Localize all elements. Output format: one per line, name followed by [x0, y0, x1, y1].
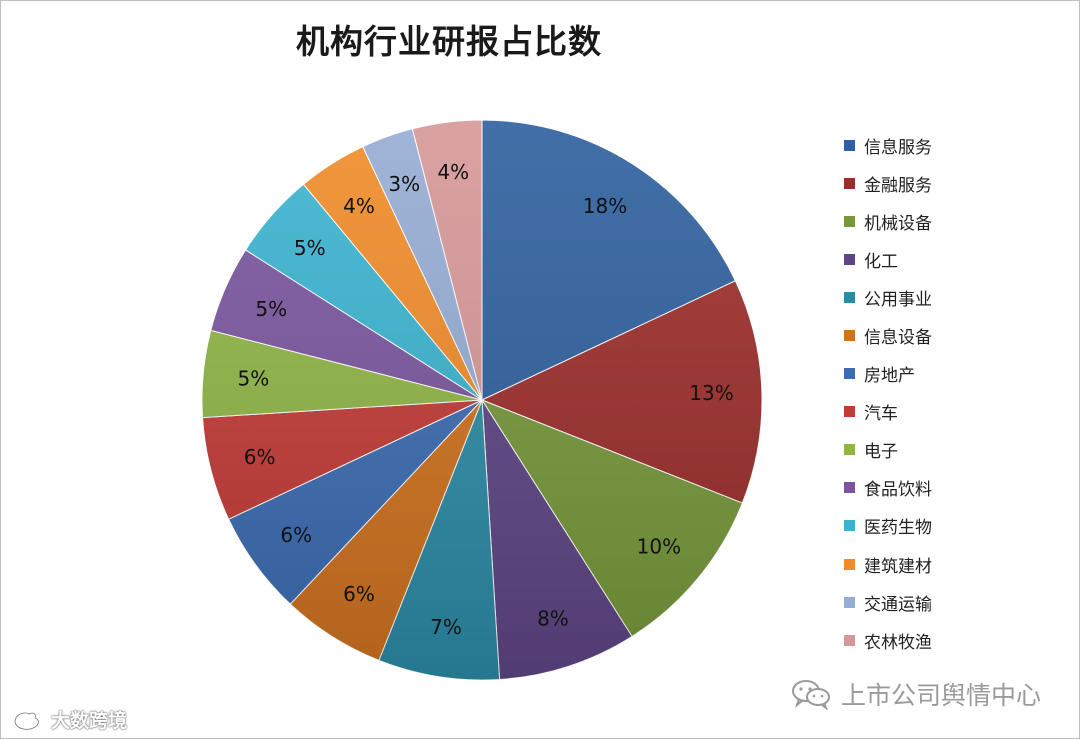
legend-swatch	[844, 520, 855, 532]
legend-label: 信息服务	[864, 137, 932, 158]
legend-label: 化工	[864, 251, 898, 272]
legend-swatch	[844, 139, 855, 151]
watermark-wechat: 上市公司舆情中心	[791, 676, 1041, 712]
chart-title: 机构行业研报占比数	[296, 22, 602, 61]
legend-swatch	[844, 368, 855, 380]
legend-label: 信息设备	[864, 328, 932, 349]
legend-item-13: 交通运输	[844, 583, 932, 621]
legend-item-7: 房地产	[844, 355, 932, 393]
legend-item-10: 食品饮料	[844, 469, 932, 507]
legend-swatch	[844, 596, 855, 608]
slice-label-8: 6%	[244, 445, 276, 469]
legend-item-3: 机械设备	[844, 202, 932, 240]
legend-label: 农林牧渔	[864, 632, 932, 653]
legend-swatch	[844, 330, 855, 342]
legend-swatch	[844, 291, 855, 303]
legend-item-12: 建筑建材	[844, 545, 932, 583]
watermark-weibo: 大数跨境	[11, 706, 127, 733]
legend-swatch	[844, 482, 855, 494]
slice-label-13: 3%	[388, 172, 420, 196]
legend-swatch	[844, 253, 855, 265]
legend-label: 机械设备	[864, 213, 932, 234]
legend-label: 金融服务	[864, 175, 932, 196]
slice-label-14: 4%	[437, 160, 469, 184]
legend-item-5: 公用事业	[844, 278, 932, 316]
slice-label-4: 8%	[537, 606, 569, 630]
legend-item-9: 电子	[844, 431, 932, 469]
slice-label-12: 4%	[343, 194, 375, 218]
legend-label: 公用事业	[864, 289, 932, 310]
legend-label: 交通运输	[864, 594, 932, 615]
legend-label: 医药生物	[864, 518, 932, 539]
legend-swatch	[844, 215, 855, 227]
slice-label-3: 10%	[637, 534, 681, 558]
legend-swatch	[844, 177, 855, 189]
legend-item-6: 信息设备	[844, 316, 932, 354]
legend-swatch	[844, 558, 855, 570]
wechat-icon	[792, 680, 830, 710]
legend-item-4: 化工	[844, 240, 932, 278]
slice-label-9: 5%	[238, 366, 270, 390]
legend: 信息服务金融服务机械设备化工公用事业信息设备房地产汽车电子食品饮料医药生物建筑建…	[844, 126, 932, 659]
watermark-left-text: 大数跨境	[51, 710, 128, 732]
legend-label: 房地产	[864, 366, 915, 387]
legend-item-14: 农林牧渔	[844, 621, 932, 659]
slice-label-2: 13%	[689, 381, 733, 405]
slice-label-7: 6%	[280, 523, 312, 547]
legend-item-11: 医药生物	[844, 507, 932, 545]
slice-label-5: 7%	[430, 615, 462, 639]
legend-item-1: 信息服务	[844, 126, 932, 164]
legend-label: 汽车	[864, 404, 898, 425]
slice-label-11: 5%	[294, 236, 326, 260]
slice-label-10: 5%	[255, 297, 287, 321]
legend-item-8: 汽车	[844, 393, 932, 431]
legend-swatch	[844, 444, 855, 456]
legend-swatch	[844, 634, 855, 646]
slice-label-1: 18%	[583, 194, 627, 218]
weibo-icon	[13, 709, 44, 730]
legend-label: 建筑建材	[864, 556, 932, 577]
legend-label: 电子	[864, 442, 898, 463]
legend-item-2: 金融服务	[844, 164, 932, 202]
watermark-right-text: 上市公司舆情中心	[841, 681, 1042, 710]
slice-label-6: 6%	[343, 582, 375, 606]
legend-swatch	[844, 406, 855, 418]
legend-label: 食品饮料	[864, 480, 932, 501]
